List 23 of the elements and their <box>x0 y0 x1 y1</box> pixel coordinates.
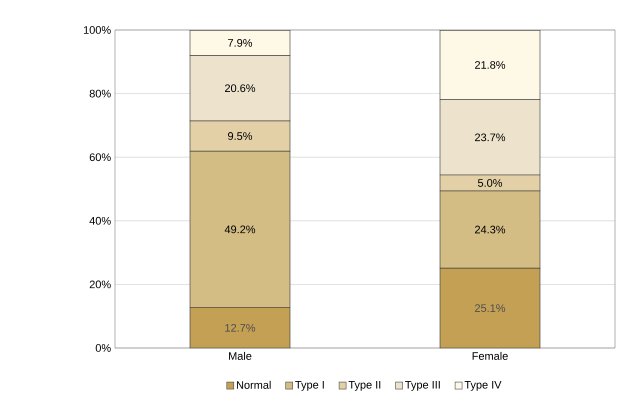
data-label: 49.2% <box>224 226 256 234</box>
y-tick-label: 60% <box>90 153 111 162</box>
legend-label: Type I <box>295 381 324 391</box>
data-label: 12.7% <box>225 324 256 332</box>
legend-label: Type II <box>348 381 380 391</box>
y-tick-label: 80% <box>90 90 111 98</box>
x-tick-label: Female <box>472 352 508 360</box>
data-label: 20.6% <box>225 84 256 92</box>
y-tick-label: 40% <box>89 216 111 225</box>
data-label: 24.3% <box>475 226 506 234</box>
legend-label: Type IV <box>464 381 502 391</box>
legend-label: Normal <box>236 380 271 389</box>
y-tick-label: 20% <box>90 280 111 288</box>
data-label: 25.1% <box>475 304 506 312</box>
data-label: 7.9% <box>228 39 252 47</box>
y-tick-label: 100% <box>84 26 111 34</box>
data-label: 9.5% <box>228 132 252 140</box>
y-tick-label: 0% <box>96 344 111 352</box>
data-label: 23.7% <box>475 133 506 142</box>
legend-label: Type III <box>405 381 440 391</box>
x-tick-label: Male <box>229 352 252 360</box>
data-label: 5.0% <box>478 179 502 187</box>
data-label: 21.8% <box>475 61 506 69</box>
